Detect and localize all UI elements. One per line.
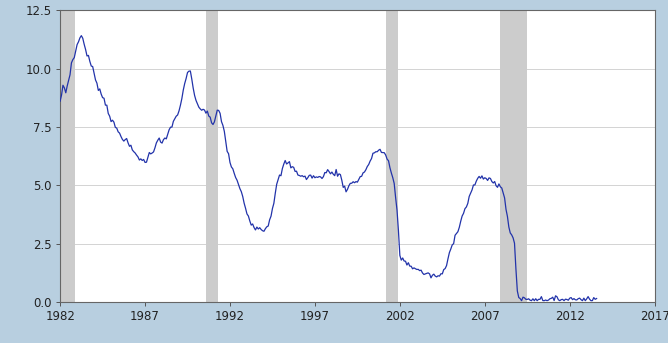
Bar: [206, 10, 218, 302]
Bar: [51, 10, 75, 302]
Bar: [386, 10, 398, 302]
Bar: [500, 10, 527, 302]
